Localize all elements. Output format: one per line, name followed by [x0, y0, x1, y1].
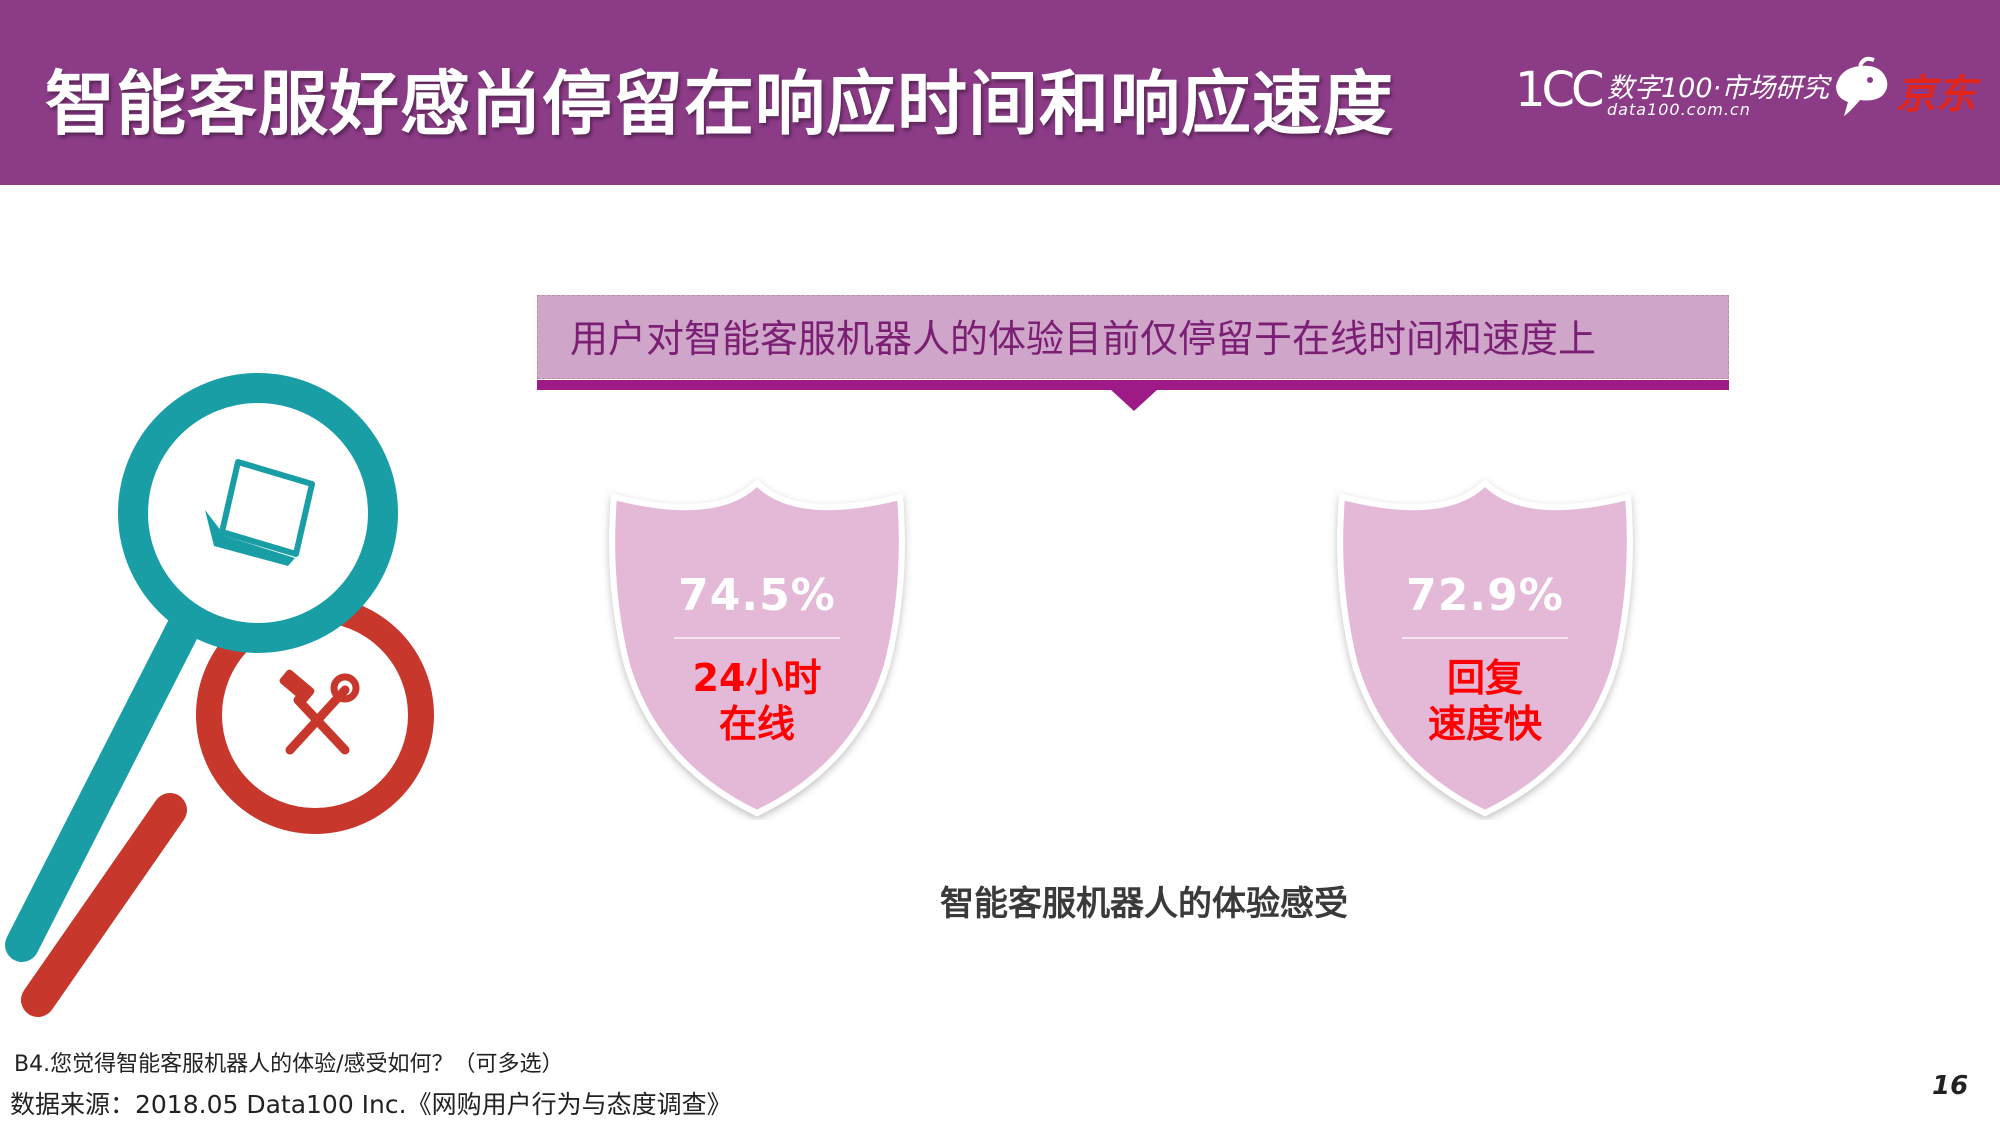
shield-label: 24小时 在线 — [602, 655, 912, 747]
jd-dog-icon — [1836, 56, 1888, 116]
shield-label-line1: 回复 — [1446, 656, 1523, 700]
laptop-icon — [205, 459, 315, 566]
shield-divider — [1402, 637, 1568, 639]
shield-reply-speed: 72.9% 回复 速度快 — [1330, 475, 1640, 820]
header-bar: 智能客服好感尚停留在响应时间和响应速度 1CC 数字100·市场研究 data1… — [0, 0, 2000, 185]
banner-underline — [537, 380, 1729, 390]
jd-logo-text: 京东 — [1896, 72, 1976, 118]
chart-caption: 智能客服机器人的体验感受 — [940, 884, 1348, 924]
headline-banner: 用户对智能客服机器人的体验目前仅停留于在线时间和速度上 — [537, 295, 1729, 379]
shield-shape — [609, 478, 905, 817]
page-number: 16 — [1932, 1071, 1969, 1101]
shield-online-24h: 74.5% 24小时 在线 — [602, 475, 912, 820]
magnifier-teal-icon — [5, 373, 398, 962]
data100-logo-mark: 1CC — [1515, 62, 1605, 118]
shield-percent: 74.5% — [678, 570, 836, 621]
survey-question: B4.您觉得智能客服机器人的体验/感受如何？（可多选） — [14, 1052, 564, 1077]
shield-shape — [1337, 478, 1633, 817]
banner-text: 用户对智能客服机器人的体验目前仅停留于在线时间和速度上 — [570, 317, 1597, 361]
shield-percent: 72.9% — [1406, 570, 1564, 621]
data-source: 数据来源：2018.05 Data100 Inc.《网购用户行为与态度调查》 — [10, 1090, 732, 1119]
banner-pointer — [1110, 389, 1158, 411]
shield-label-line2: 在线 — [718, 702, 795, 746]
data100-logo: 1CC 数字100·市场研究 data100.com.cn — [1515, 62, 1829, 122]
data100-logo-url: data100.com.cn — [1607, 100, 1751, 119]
shield-label-line1: 24小时 — [692, 656, 822, 700]
shield-divider — [674, 637, 840, 639]
magnifier-illustration — [0, 360, 460, 1020]
shield-label: 回复 速度快 — [1330, 655, 1640, 747]
jd-logo: 京东 — [1830, 52, 1995, 122]
tools-icon — [279, 669, 360, 755]
shield-label-line2: 速度快 — [1427, 702, 1542, 746]
data100-logo-text: 数字100·市场研究 — [1607, 73, 1830, 104]
page-title: 智能客服好感尚停留在响应时间和响应速度 — [45, 63, 1394, 145]
